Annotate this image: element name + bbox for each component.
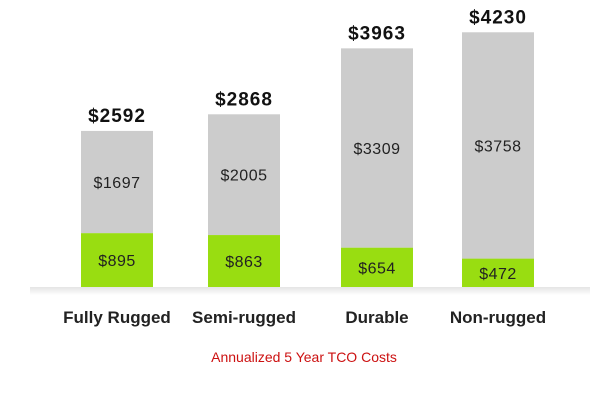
- total-value-label: $2592: [88, 106, 146, 127]
- bar-segment-green: [208, 235, 280, 287]
- total-value-label: $4230: [469, 7, 527, 28]
- bar-segment-gray: [208, 114, 280, 236]
- bar-segment-green: [81, 233, 153, 287]
- bar-segment-gray: [341, 48, 413, 248]
- category-label: Durable: [345, 308, 408, 327]
- category-label: Semi-rugged: [192, 308, 296, 327]
- total-value-label: $2868: [215, 89, 273, 110]
- labels-layer: $895 $1697 $2592 Fully Rugged $863 $2005 $2868…: [63, 7, 546, 327]
- segment-value-label: $3309: [354, 141, 401, 158]
- bar-segment-green: [462, 258, 534, 287]
- total-value-label: $3963: [348, 23, 406, 44]
- category-label: Fully Rugged: [63, 308, 171, 327]
- segment-value-label: $863: [225, 254, 263, 271]
- chart-caption: Annualized 5 Year TCO Costs: [211, 349, 397, 365]
- bars-layer: [30, 32, 590, 295]
- segment-value-label: $654: [358, 260, 396, 277]
- category-label: Non-rugged: [450, 308, 546, 327]
- baseline-shadow: [30, 287, 590, 295]
- segment-value-label: $895: [98, 253, 136, 270]
- bar-segment-gray: [81, 130, 153, 234]
- segment-value-label: $3758: [475, 138, 522, 155]
- segment-value-label: $1697: [94, 175, 141, 192]
- segment-value-label: $472: [479, 266, 517, 283]
- bar-segment-green: [341, 247, 413, 287]
- bar-segment-gray: [462, 32, 534, 259]
- segment-value-label: $2005: [221, 168, 268, 185]
